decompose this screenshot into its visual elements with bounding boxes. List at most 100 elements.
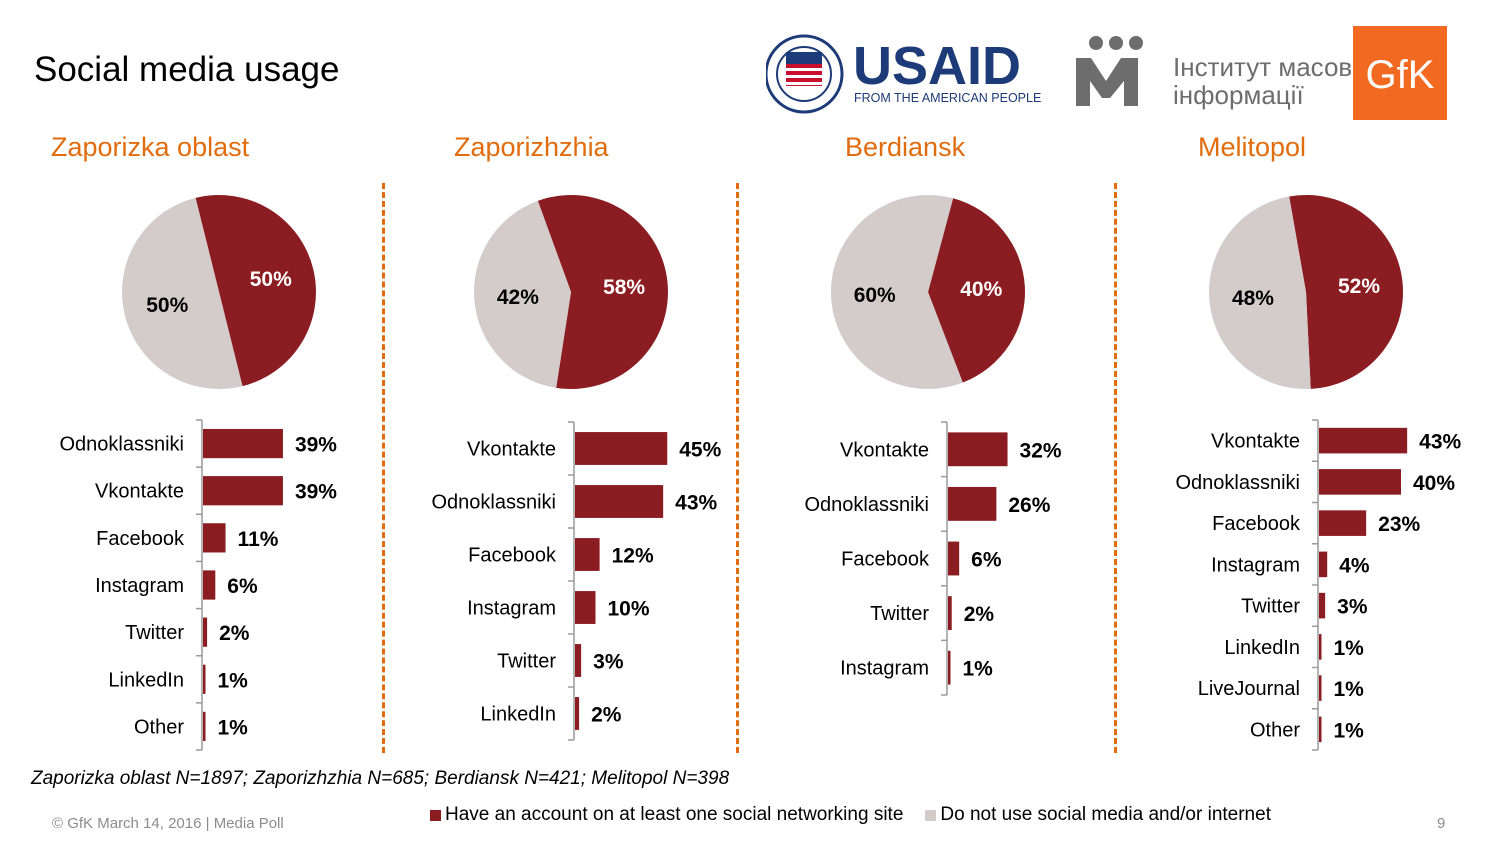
bar-zaporizhzhia-vkontakte [575,432,668,465]
bar-value-label-zaporizka-oblast-twitter: 2% [219,622,250,645]
bar-value-label-melitopol-instagram: 4% [1339,554,1370,577]
bar-berdiansk-facebook [948,541,960,576]
bar-value-label-zaporizka-oblast-odnoklassniki: 39% [295,434,337,457]
bar-berdiansk-vkontakte [948,432,1008,467]
bar-melitopol-facebook [1319,510,1367,536]
bar-berdiansk-odnoklassniki [948,486,997,521]
bar-berdiansk-instagram [948,650,951,685]
pie-label-no-use-melitopol: 48% [1232,287,1274,310]
bar-category-label-melitopol-linkedin: LinkedIn [1224,637,1300,659]
bar-value-label-berdiansk-facebook: 6% [971,549,1002,572]
bar-zaporizka-oblast-instagram [203,570,216,600]
bar-category-label-berdiansk-instagram: Instagram [840,658,929,680]
pie-label-account-melitopol: 52% [1338,275,1380,298]
gfk-wordmark: GfK [1366,53,1435,97]
pie-slice-no-use-zaporizhzhia [474,200,571,388]
bar-melitopol-odnoklassniki [1319,469,1401,495]
pie-slice-account-zaporizhzhia [537,195,668,390]
pie-label-no-use-zaporizka-oblast: 50% [146,294,188,317]
bar-value-label-zaporizka-oblast-other: 1% [218,716,249,739]
pie-label-account-zaporizka-oblast: 50% [250,268,292,291]
imi-logo [1076,36,1143,106]
bar-zaporizka-oblast-odnoklassniki [203,428,283,459]
bar-category-label-melitopol-odnoklassniki: Odnoklassniki [1175,472,1300,494]
legend-label-account: Have an account on at least one social n… [445,804,904,825]
region-title-melitopol: Melitopol [1198,132,1307,162]
bar-zaporizhzhia-facebook [575,538,600,571]
pie-label-no-use-berdiansk: 60% [854,284,896,307]
bar-category-label-zaporizhzhia-instagram: Instagram [467,598,556,620]
imi-text-line2: інформації [1173,80,1304,110]
bar-zaporizhzhia-twitter [575,644,582,677]
bar-category-label-melitopol-vkontakte: Vkontakte [1211,431,1300,453]
page-title: Social media usage [34,50,340,89]
pie-slice-account-berdiansk [928,198,1025,383]
bar-zaporizka-oblast-other [203,711,206,742]
bar-value-label-zaporizhzhia-twitter: 3% [593,651,624,674]
legend-label-no-use: Do not use social media and/or internet [940,804,1271,825]
bar-value-label-zaporizhzhia-instagram: 10% [608,598,650,621]
bar-category-label-zaporizka-oblast-vkontakte: Vkontakte [95,481,184,503]
bar-melitopol-twitter [1319,592,1326,619]
pie-slice-no-use-berdiansk [830,194,963,389]
pie-label-account-berdiansk: 40% [960,278,1002,301]
pie-label-no-use-zaporizhzhia: 42% [497,286,539,309]
bar-category-label-berdiansk-facebook: Facebook [841,549,930,571]
bar-value-label-zaporizhzhia-odnoklassniki: 43% [675,492,717,515]
pie-slice-no-use-melitopol [1209,196,1311,389]
bar-melitopol-other [1319,716,1322,743]
bar-value-label-melitopol-vkontakte: 43% [1419,431,1461,454]
gfk-logo: GfK [1353,26,1447,120]
bar-berdiansk-twitter [948,596,952,631]
region-title-zaporizka-oblast: Zaporizka oblast [51,132,250,162]
bar-value-label-berdiansk-twitter: 2% [964,603,995,626]
bar-category-label-melitopol-twitter: Twitter [1241,596,1300,618]
region-title-berdiansk: Berdiansk [845,132,966,162]
bar-value-label-zaporizhzhia-linkedin: 2% [591,704,622,727]
bar-category-label-melitopol-other: Other [1250,719,1300,741]
logo-bar: USAID FROM THE AMERICAN PEOPLE Інститут … [764,26,1456,122]
bar-melitopol-instagram [1319,551,1328,578]
bar-value-label-melitopol-linkedin: 1% [1334,637,1365,660]
legend-item-account: Have an account on at least one social n… [430,804,903,826]
bar-melitopol-linkedin [1319,634,1322,660]
pie-slice-account-melitopol [1289,194,1404,389]
bar-value-label-melitopol-odnoklassniki: 40% [1413,472,1455,495]
bar-value-label-berdiansk-vkontakte: 32% [1020,439,1062,462]
bar-melitopol-vkontakte [1319,427,1408,454]
bar-category-label-zaporizhzhia-facebook: Facebook [468,545,557,567]
footer-copyright: © GfK March 14, 2016 | Media Poll [52,815,284,832]
page-number: 9 [1437,815,1446,832]
bar-zaporizhzhia-odnoklassniki [575,485,664,518]
bar-category-label-zaporizka-oblast-facebook: Facebook [96,528,185,550]
bar-category-label-berdiansk-twitter: Twitter [870,603,929,625]
bar-value-label-berdiansk-instagram: 1% [963,658,994,681]
imi-text-line1: Інститут масової [1173,52,1374,82]
bar-category-label-zaporizka-oblast-twitter: Twitter [125,622,184,644]
bar-zaporizka-oblast-twitter [203,617,208,647]
sample-size-note: Zaporizka oblast N=1897; Zaporizhzhia N=… [31,768,730,789]
legend-item-no-use: Do not use social media and/or internet [925,804,1271,826]
legend-swatch-no-use [925,809,937,821]
bar-category-label-berdiansk-odnoklassniki: Odnoklassniki [804,494,929,516]
bar-value-label-zaporizhzhia-facebook: 12% [612,545,654,568]
bar-category-label-berdiansk-vkontakte: Vkontakte [840,439,929,461]
bar-category-label-melitopol-livejournal: LiveJournal [1198,678,1300,700]
bar-zaporizka-oblast-linkedin [203,664,206,694]
bar-category-label-zaporizka-oblast-other: Other [134,716,184,738]
bar-category-label-melitopol-instagram: Instagram [1211,554,1300,576]
legend: Have an account on at least one social n… [430,804,1271,826]
pie-label-account-zaporizhzhia: 58% [603,276,645,299]
region-title-zaporizhzhia: Zaporizhzhia [454,132,609,162]
bar-value-label-zaporizka-oblast-facebook: 11% [238,528,279,551]
bar-value-label-zaporizka-oblast-linkedin: 1% [218,669,249,692]
bar-zaporizka-oblast-vkontakte [203,476,283,506]
bar-value-label-zaporizka-oblast-instagram: 6% [227,575,258,598]
bar-category-label-zaporizhzhia-vkontakte: Vkontakte [467,439,556,461]
bar-value-label-zaporizhzhia-vkontakte: 45% [679,439,721,462]
divider-2 [736,183,739,753]
usaid-tagline: FROM THE AMERICAN PEOPLE [854,91,1041,105]
usaid-seal-logo [764,34,844,114]
pie-slice-no-use-zaporizka-oblast [122,197,243,389]
